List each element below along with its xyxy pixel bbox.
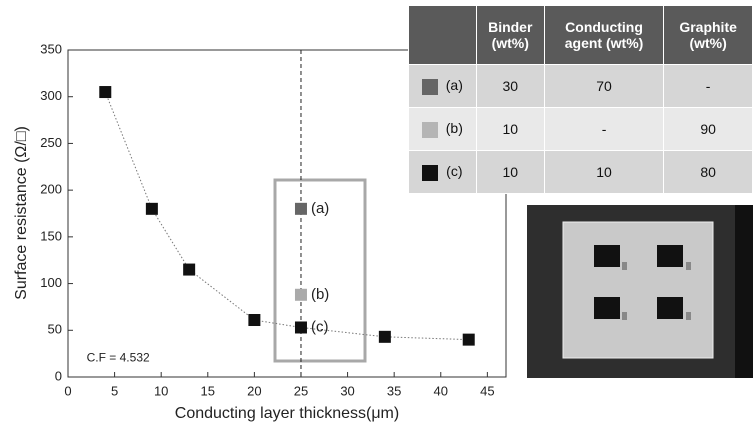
x-tick-label: 45	[480, 383, 494, 398]
y-tick-label: 200	[40, 182, 62, 197]
x-tick-label: 0	[64, 383, 71, 398]
cell-text: (b)	[445, 120, 463, 137]
x-tick-label: 40	[434, 383, 448, 398]
point-label: (a)	[311, 200, 329, 217]
photo	[527, 205, 753, 378]
swatch	[422, 164, 439, 181]
table-cell: 10	[475, 150, 545, 194]
cell-text: 10	[596, 164, 612, 180]
x-tick-label: 5	[111, 383, 118, 398]
point	[145, 202, 158, 215]
table-cell: (c)	[408, 150, 477, 194]
y-tick-label: 350	[40, 41, 62, 56]
point-label: (b)	[311, 286, 329, 303]
point	[462, 333, 475, 346]
cell-text: 90	[700, 121, 716, 137]
y-tick-label: 250	[40, 135, 62, 150]
point	[294, 288, 307, 301]
table-cell: 10	[475, 107, 545, 151]
header-cell: Binder (wt%)	[475, 5, 545, 65]
table-cell: 30	[475, 64, 545, 108]
swatch	[421, 121, 438, 138]
point	[99, 86, 112, 99]
y-tick-label: 0	[55, 368, 62, 383]
table-cell: -	[543, 107, 665, 151]
cell-text: 10	[502, 121, 519, 137]
table-row: (a) 30 70 -	[408, 64, 753, 108]
table-row: (c) 10 10 80	[408, 150, 753, 194]
table-cell: 70	[543, 64, 665, 108]
x-tick-label: 30	[340, 383, 354, 398]
cell-text: (c)	[446, 163, 463, 180]
point	[294, 202, 307, 215]
header-cell: Conducting agent (wt%)	[543, 5, 665, 65]
y-tick-label: 50	[48, 322, 62, 337]
x-axis-title: Conducting layer thickness(μm)	[175, 405, 399, 422]
table-cell: -	[663, 64, 753, 108]
swatch	[421, 78, 438, 95]
cell-text: -	[705, 78, 711, 94]
x-tick-label: 20	[247, 383, 261, 398]
cell-text: 10	[502, 164, 519, 180]
table-cell: 10	[543, 150, 665, 194]
x-tick-label: 15	[201, 383, 215, 398]
y-tick-label: 300	[40, 88, 62, 103]
cell-text: 70	[596, 78, 612, 94]
cell-text: -	[601, 121, 607, 137]
x-tick-label: 10	[154, 383, 168, 398]
composition-table: Binder (wt%) Conducting agent (wt%) Grap…	[408, 5, 753, 194]
table-row: (b) 10 - 90	[408, 107, 753, 151]
header-cell: Graphite (wt%)	[663, 5, 753, 65]
annotation: C.F = 4.532	[87, 350, 150, 364]
table-cell: 90	[663, 107, 753, 151]
point	[183, 263, 196, 276]
cell-text: 80	[700, 164, 716, 180]
header-cell	[408, 5, 477, 65]
x-tick-label: 25	[294, 383, 308, 398]
table-cell: (b)	[408, 107, 477, 151]
x-tick-label: 35	[387, 383, 401, 398]
highlight-box	[273, 178, 367, 363]
y-tick-label: 100	[40, 275, 62, 290]
cell-text: (a)	[445, 77, 463, 94]
point	[248, 314, 261, 327]
y-tick-label: 150	[40, 228, 62, 243]
point	[294, 321, 307, 334]
table-cell: 80	[663, 150, 753, 194]
table-cell: (a)	[408, 64, 477, 108]
plot-frame	[67, 49, 507, 378]
y-axis-title: Surface resistance (Ω/□)	[13, 126, 30, 300]
point	[378, 330, 391, 343]
annotation: (c)	[311, 318, 329, 335]
cell-text: 30	[502, 78, 519, 94]
table-header: Binder (wt%) Conducting agent (wt%) Grap…	[408, 5, 753, 65]
